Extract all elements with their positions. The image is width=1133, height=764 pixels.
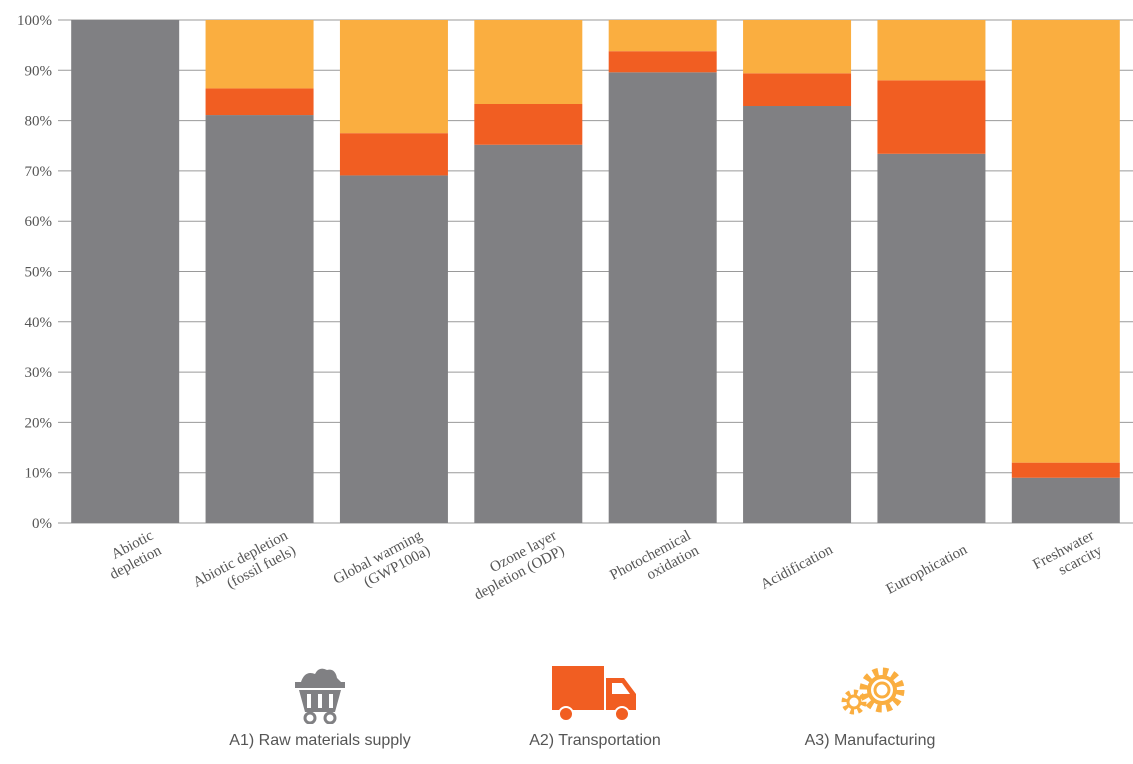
x-tick-label: Ozone layerdepletion (ODP) [464,528,567,604]
bar-segment [877,20,986,81]
legend-item-transportation: A2) Transportation [475,660,715,750]
legend: A1) Raw materials supply A2) Transportat… [0,660,1133,764]
bar-segment [1011,477,1120,523]
y-tick-label: 20% [25,415,53,431]
bar-segment [1011,462,1120,478]
bar-segment [205,88,314,116]
legend-label: A3) Manufacturing [804,732,936,749]
x-tick-label: Photochemicaloxidation [607,527,702,598]
bar-segment [877,80,986,154]
y-tick-label: 70% [25,164,53,180]
y-tick-label: 60% [25,214,53,230]
y-tick-label: 10% [25,466,53,482]
y-axis-ticks: 0% 10% 20% 30% 40% 50% 60% 70% 80% 90% 100% [17,13,52,532]
bar-segment [1011,20,1120,463]
legend-label: A2) Transportation [529,732,661,749]
bar-segment [608,51,717,73]
bar-segment [205,20,314,89]
bar-segment [743,106,852,523]
mine-cart-icon [295,668,345,724]
gears-icon [841,667,905,715]
y-tick-label: 100% [17,13,52,29]
x-tick-label: Global warming(GWP100a) [331,527,433,602]
legend-item-raw-materials: A1) Raw materials supply [200,660,440,750]
y-tick-label: 40% [25,315,53,331]
bar-segment [743,73,852,107]
bar-segment [339,20,448,134]
bar-segment [205,115,314,523]
y-tick-label: 0% [32,516,52,532]
bar-segment [339,133,448,176]
stacked-bar-chart: 0% 10% 20% 30% 40% 50% 60% 70% 80% 90% 100% Abioti… [17,13,1133,605]
x-axis-labels: Abioticdepletion Abiotic depletion(fossil… [99,527,1105,605]
bar-segment [474,144,583,523]
x-tick-label: Abiotic depletion(fossil fuels) [191,527,299,605]
bar-segment [743,20,852,74]
bar-segment [71,20,180,523]
y-tick-label: 90% [25,63,53,79]
x-tick-label: Freshwaterscarcity [1030,527,1105,588]
x-tick-label: Abioticdepletion [99,527,164,583]
legend-label: A1) Raw materials supply [229,732,411,749]
bar-segment [339,175,448,523]
x-tick-label: Acidification [758,542,836,594]
x-tick-label: Eutrophication [884,542,971,598]
y-tick-label: 80% [25,114,53,130]
bar-segment [877,153,986,523]
legend-item-manufacturing: A3) Manufacturing [750,660,990,750]
bars [71,20,1120,523]
y-tick-label: 50% [25,265,53,281]
truck-icon [552,666,636,722]
bar-segment [608,20,717,52]
bar-segment [474,104,583,145]
bar-segment [474,20,583,105]
y-tick-label: 30% [25,365,53,381]
bar-segment [608,72,717,523]
